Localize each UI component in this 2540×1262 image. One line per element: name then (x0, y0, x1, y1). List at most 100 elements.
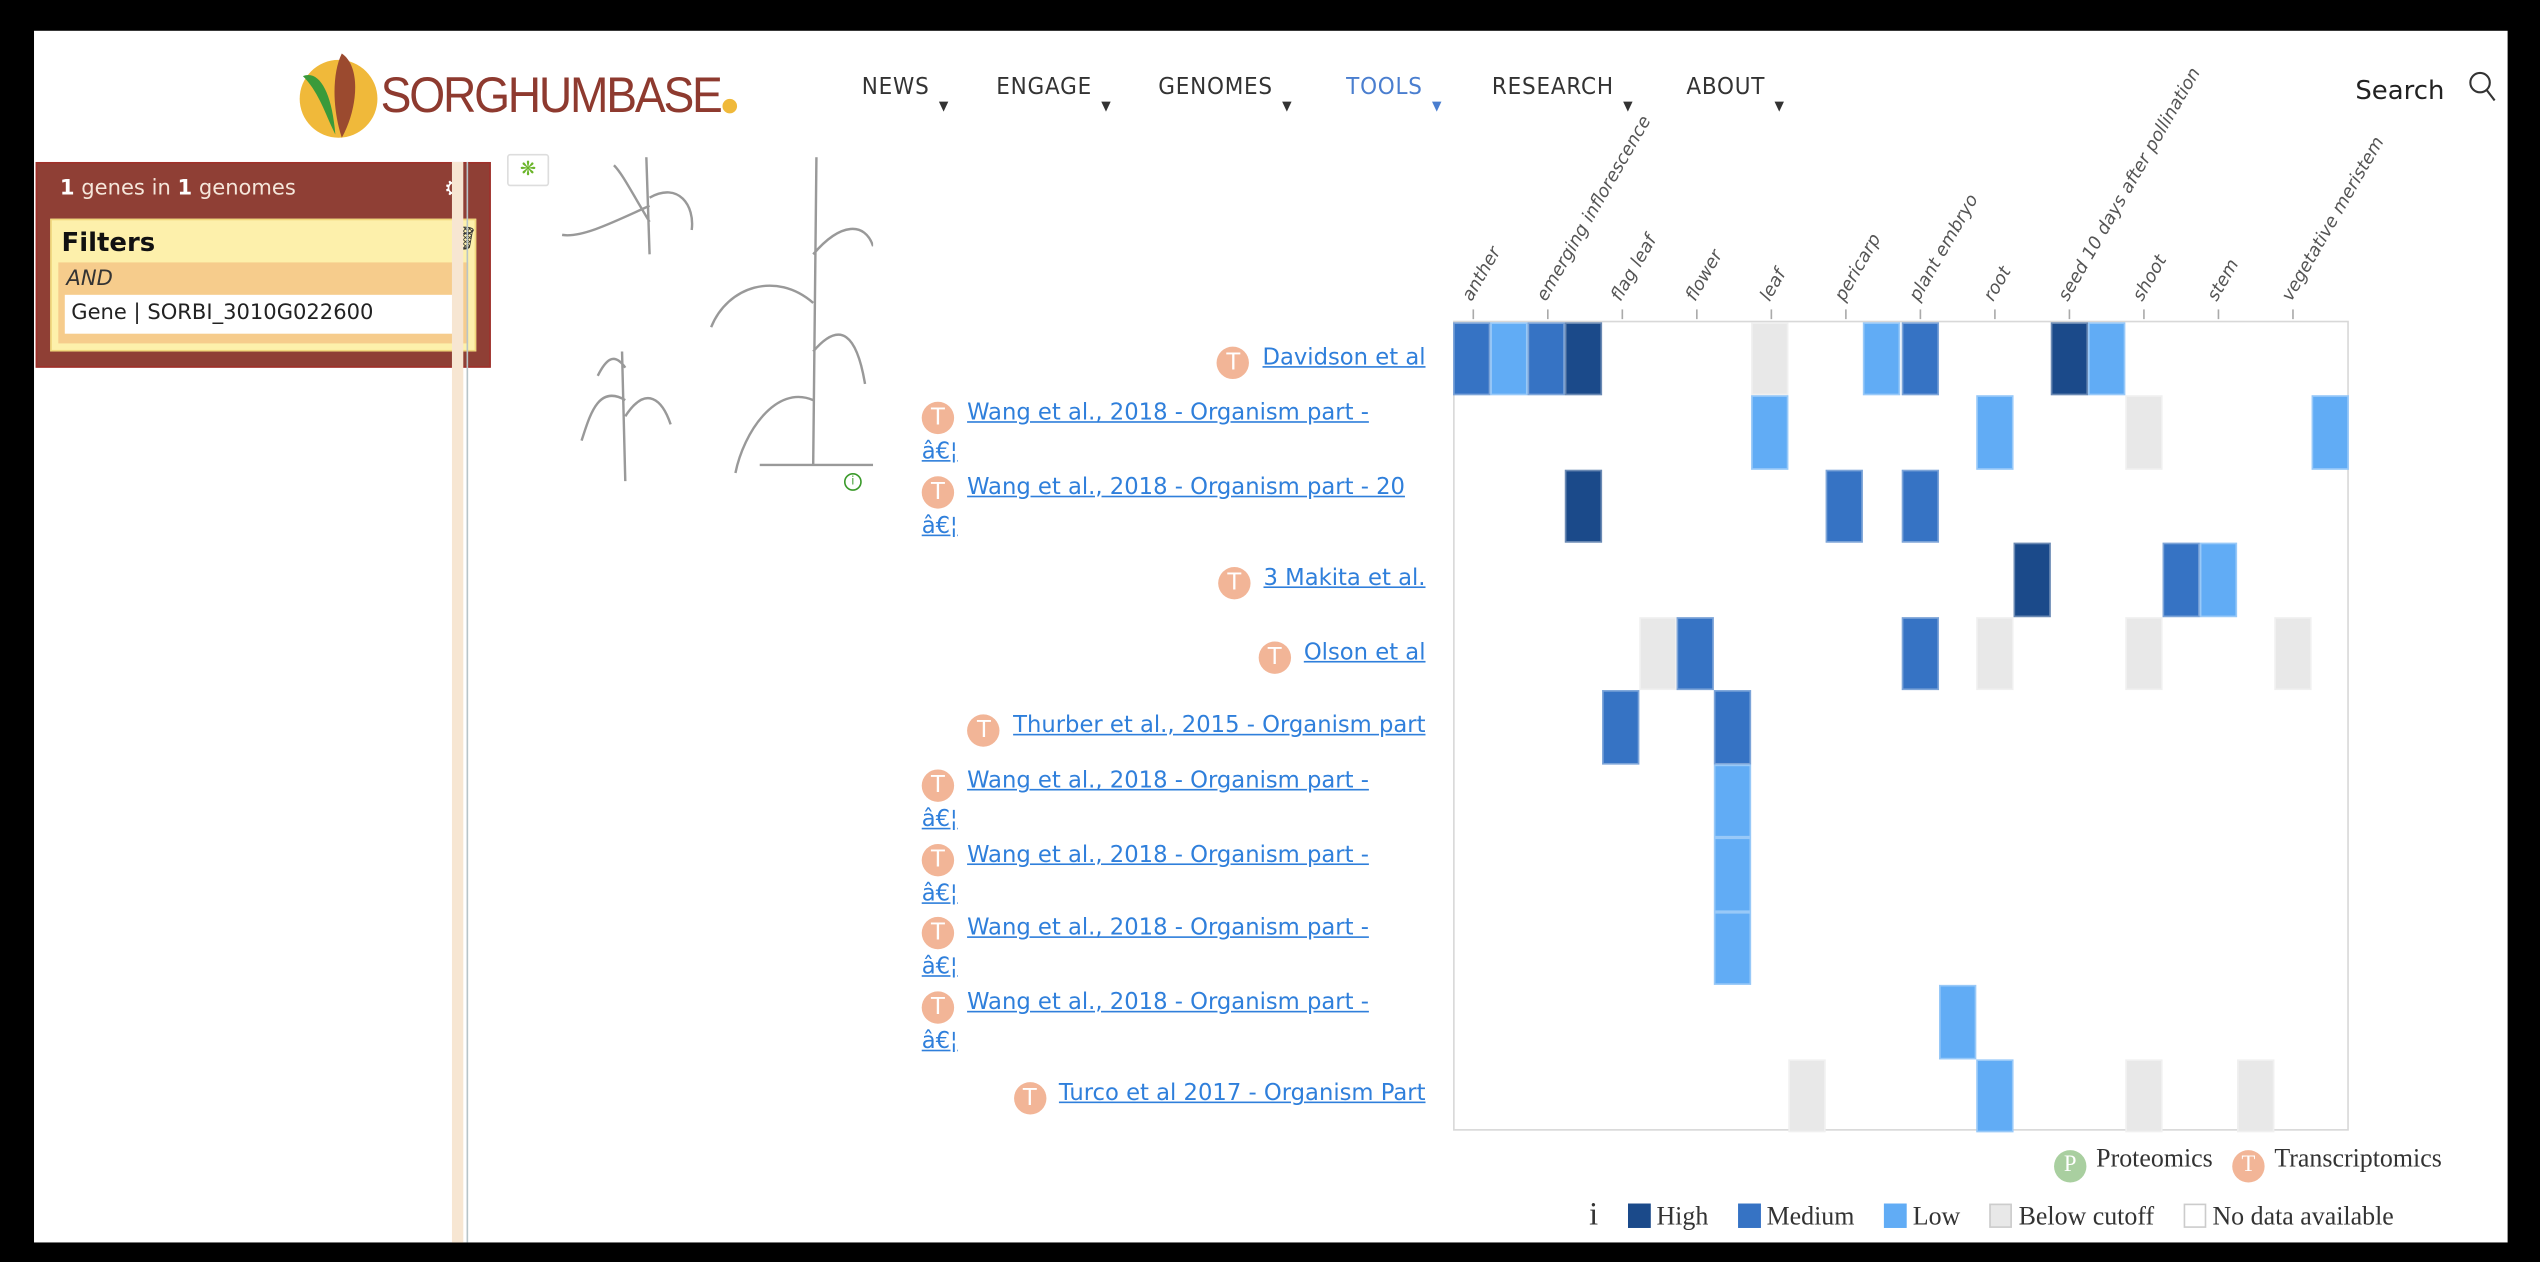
heatmap-cell-below[interactable] (1975, 616, 2013, 691)
heatmap-cell-medium[interactable] (1677, 616, 1715, 691)
study-link[interactable]: Olson et al (1303, 639, 1426, 666)
axis-tick (2068, 309, 2071, 320)
study-link[interactable]: Wang et al., 2018 - Organism part - â€¦ (921, 768, 1369, 834)
nav-news[interactable]: NEWS ▼ (862, 75, 949, 114)
study-link[interactable]: Wang et al., 2018 - Organism part - â€¦ (921, 400, 1369, 466)
transcriptomics-icon: T (921, 770, 955, 803)
study-row-label: T Wang et al., 2018 - Organism part - â€¦ (921, 837, 1408, 912)
heatmap-cell-below[interactable] (1751, 322, 1789, 396)
study-row-label: T Thurber et al., 2015 - Organism part (967, 708, 1426, 747)
level-legend: i High Medium Low Below cutoff No data avail… (1589, 1197, 2423, 1234)
axis-tick (2218, 309, 2220, 320)
legend-label-low: Low (1912, 1203, 1961, 1232)
legend-swatch-low (1883, 1203, 1907, 1228)
heatmap-cell-low[interactable] (1938, 985, 1976, 1059)
info-icon[interactable]: i (843, 473, 862, 491)
and-group: AND Gene | SORBI_3010G022600 (58, 262, 469, 344)
heatmap-cell-low[interactable] (2087, 322, 2125, 396)
heatmap-cell-medium[interactable] (1602, 690, 1640, 765)
heatmap-cell-low[interactable] (1714, 911, 1752, 986)
study-link[interactable]: Wang et al., 2018 - Organism part - â€¦ (921, 915, 1369, 981)
caret-down-icon: ▼ (1774, 98, 1785, 114)
transcriptomics-icon: T (1218, 567, 1251, 600)
axis-tick (1919, 309, 1922, 320)
divider (466, 161, 469, 1243)
study-link[interactable]: 3 Makita et al. (1263, 565, 1426, 592)
heatmap-cell-below[interactable] (2124, 616, 2163, 691)
heatmap-cell-low[interactable] (1714, 837, 1752, 912)
heatmap-cell-low[interactable] (2311, 395, 2349, 470)
gene-count: 1 (59, 176, 75, 201)
legend-swatch-none (2183, 1203, 2206, 1228)
study-link[interactable]: Wang et al., 2018 - Organism part - â€¦ (921, 989, 1369, 1055)
tissue-label: anther (1456, 243, 1505, 305)
transcriptomics-icon: T (921, 991, 955, 1024)
search-link[interactable]: Search (2355, 74, 2445, 106)
heatmap-cell-low[interactable] (1975, 395, 2013, 470)
heatmap-cell-high[interactable] (2050, 322, 2088, 396)
heatmap-cell-below[interactable] (2236, 1058, 2275, 1133)
nav-about[interactable]: ABOUT ▼ (1686, 75, 1784, 114)
nav-tools[interactable]: TOOLS ▼ (1346, 75, 1442, 114)
logo-text[interactable]: SORGHUMBASE (380, 66, 723, 124)
legend-proteomics: Proteomics (2096, 1145, 2213, 1173)
heatmap-cell-high[interactable] (1565, 322, 1603, 396)
sorghumbase-logo[interactable] (283, 44, 753, 141)
heatmap-cell-medium[interactable] (1900, 616, 1939, 691)
axis-tick (2292, 309, 2295, 320)
nav-research[interactable]: RESEARCH ▼ (1492, 75, 1633, 114)
heatmap-cell-low[interactable] (1751, 395, 1789, 470)
heatmap-cell-medium[interactable] (1453, 322, 1491, 396)
tissue-label: pericarp (1829, 230, 1886, 305)
study-link[interactable]: Wang et al., 2018 - Organism part - 20 â… (921, 474, 1405, 539)
plant-view-button[interactable]: ❋ (507, 153, 550, 187)
nav-genomes[interactable]: GENOMES ▼ (1158, 75, 1292, 114)
genes-in-text: genes in (81, 176, 171, 201)
gene-count-summary: 1 genes in 1 genomes (60, 177, 296, 201)
heatmap-cell-below[interactable] (2274, 616, 2312, 691)
axis-tick (1621, 309, 1623, 320)
study-link[interactable]: Thurber et al., 2015 - Organism part (1013, 712, 1426, 739)
info-icon[interactable]: i (1589, 1197, 1599, 1233)
heatmap-cell-low[interactable] (1975, 1058, 2013, 1133)
tissue-label: shoot (2128, 251, 2172, 305)
expression-heatmap (1453, 320, 2349, 1133)
study-link[interactable]: Turco et al 2017 - Organism Part (1058, 1080, 1426, 1107)
study-row-label: T Davidson et al (1217, 340, 1426, 379)
heatmap-cell-low[interactable] (1714, 764, 1752, 838)
transcriptomics-icon: T (967, 714, 1001, 747)
nav-label: ABOUT (1686, 74, 1766, 101)
heatmap-cell-low[interactable] (2199, 543, 2237, 617)
heatmap-cell-low[interactable] (1863, 322, 1901, 396)
gene-filter[interactable]: Gene | SORBI_3010G022600 (64, 294, 462, 334)
heatmap-cell-medium[interactable] (1900, 322, 1939, 396)
heatmap-cell-medium[interactable] (1826, 469, 1864, 544)
tissue-label: flower (1680, 246, 1727, 305)
tissue-label: seed 10 days after pollination (2053, 63, 2206, 305)
panel-resize-handle[interactable] (451, 161, 464, 1243)
axis-tick (1844, 309, 1847, 320)
sorghum-plant-illustration (561, 157, 874, 482)
tissue-label: plant embryo (1904, 190, 1983, 305)
legend-label-medium: Medium (1766, 1203, 1855, 1232)
heatmap-cell-below[interactable] (2124, 395, 2163, 470)
nav-engage[interactable]: ENGAGE ▼ (996, 75, 1111, 114)
heatmap-cell-high[interactable] (2012, 543, 2051, 617)
heatmap-cell-below[interactable] (1788, 1058, 1827, 1133)
type-legend: P Proteomics T Transcriptomics (2054, 1145, 2442, 1183)
heatmap-cell-low[interactable] (1490, 322, 1528, 396)
heatmap-cell-below[interactable] (1639, 616, 1677, 691)
heatmap-cell-medium[interactable] (2162, 543, 2200, 617)
heatmap-cell-below[interactable] (2124, 1058, 2163, 1133)
filters-heading: Filters (61, 226, 156, 258)
heatmap-cell-high[interactable] (1565, 469, 1603, 544)
transcriptomics-icon: T (1258, 640, 1291, 674)
heatmap-cell-medium[interactable] (1900, 469, 1939, 544)
study-link[interactable]: Wang et al., 2018 - Organism part - â€¦ (921, 842, 1369, 907)
caret-down-icon: ▼ (1431, 98, 1443, 114)
heatmap-cell-medium[interactable] (1527, 322, 1566, 396)
search-icon[interactable] (2469, 71, 2498, 103)
study-link[interactable]: Davidson et al (1262, 344, 1426, 371)
transcriptomics-icon: T (921, 917, 955, 950)
heatmap-cell-medium[interactable] (1714, 690, 1752, 765)
